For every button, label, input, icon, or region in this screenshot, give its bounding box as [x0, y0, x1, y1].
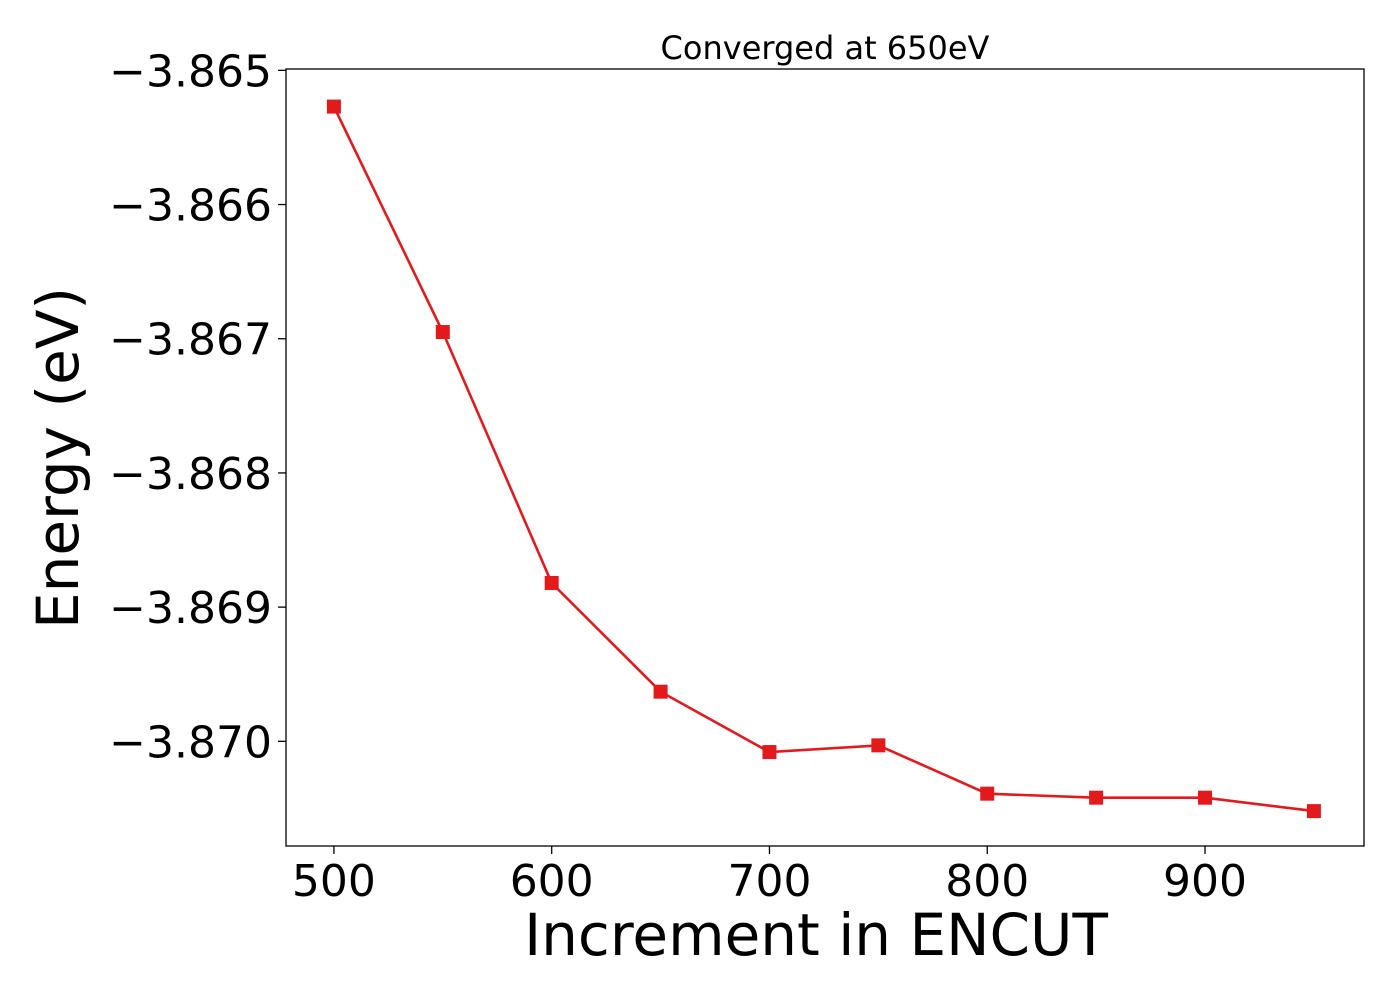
y-tick-label: −3.865: [109, 46, 272, 97]
x-tick-label: 700: [727, 856, 811, 907]
x-tick-label: 500: [292, 856, 376, 907]
y-tick-label: −3.868: [109, 449, 272, 500]
y-tick-label: −3.870: [109, 717, 272, 768]
y-axis: −3.865 −3.866 −3.867 −3.868 −3.869 −3.870: [109, 46, 286, 768]
series-energy: [326, 99, 1321, 819]
y-axis-label: Energy (eV): [24, 287, 92, 629]
plot-area-frame: [285, 68, 1365, 847]
data-point-marker: [544, 575, 559, 590]
chart-title: Converged at 650eV: [661, 29, 990, 67]
y-tick-label: −3.869: [109, 583, 272, 634]
x-axis: 500 600 700 800 900: [292, 846, 1247, 907]
data-point-marker: [980, 786, 995, 801]
x-tick-label: 900: [1163, 856, 1247, 907]
data-point-marker: [1198, 790, 1213, 805]
data-point-marker: [1306, 804, 1321, 819]
x-tick-label: 800: [945, 856, 1029, 907]
x-axis-label: Increment in ENCUT: [524, 901, 1108, 969]
series-line: [332, 106, 1315, 813]
data-point-marker: [1089, 790, 1104, 805]
data-point-marker: [435, 325, 450, 340]
x-tick-label: 600: [510, 856, 594, 907]
data-point-marker: [326, 99, 341, 114]
data-point-marker: [762, 745, 777, 760]
data-point-marker: [871, 738, 886, 753]
data-point-marker: [653, 684, 668, 699]
y-tick-label: −3.867: [109, 315, 272, 366]
y-tick-label: −3.866: [109, 181, 272, 232]
